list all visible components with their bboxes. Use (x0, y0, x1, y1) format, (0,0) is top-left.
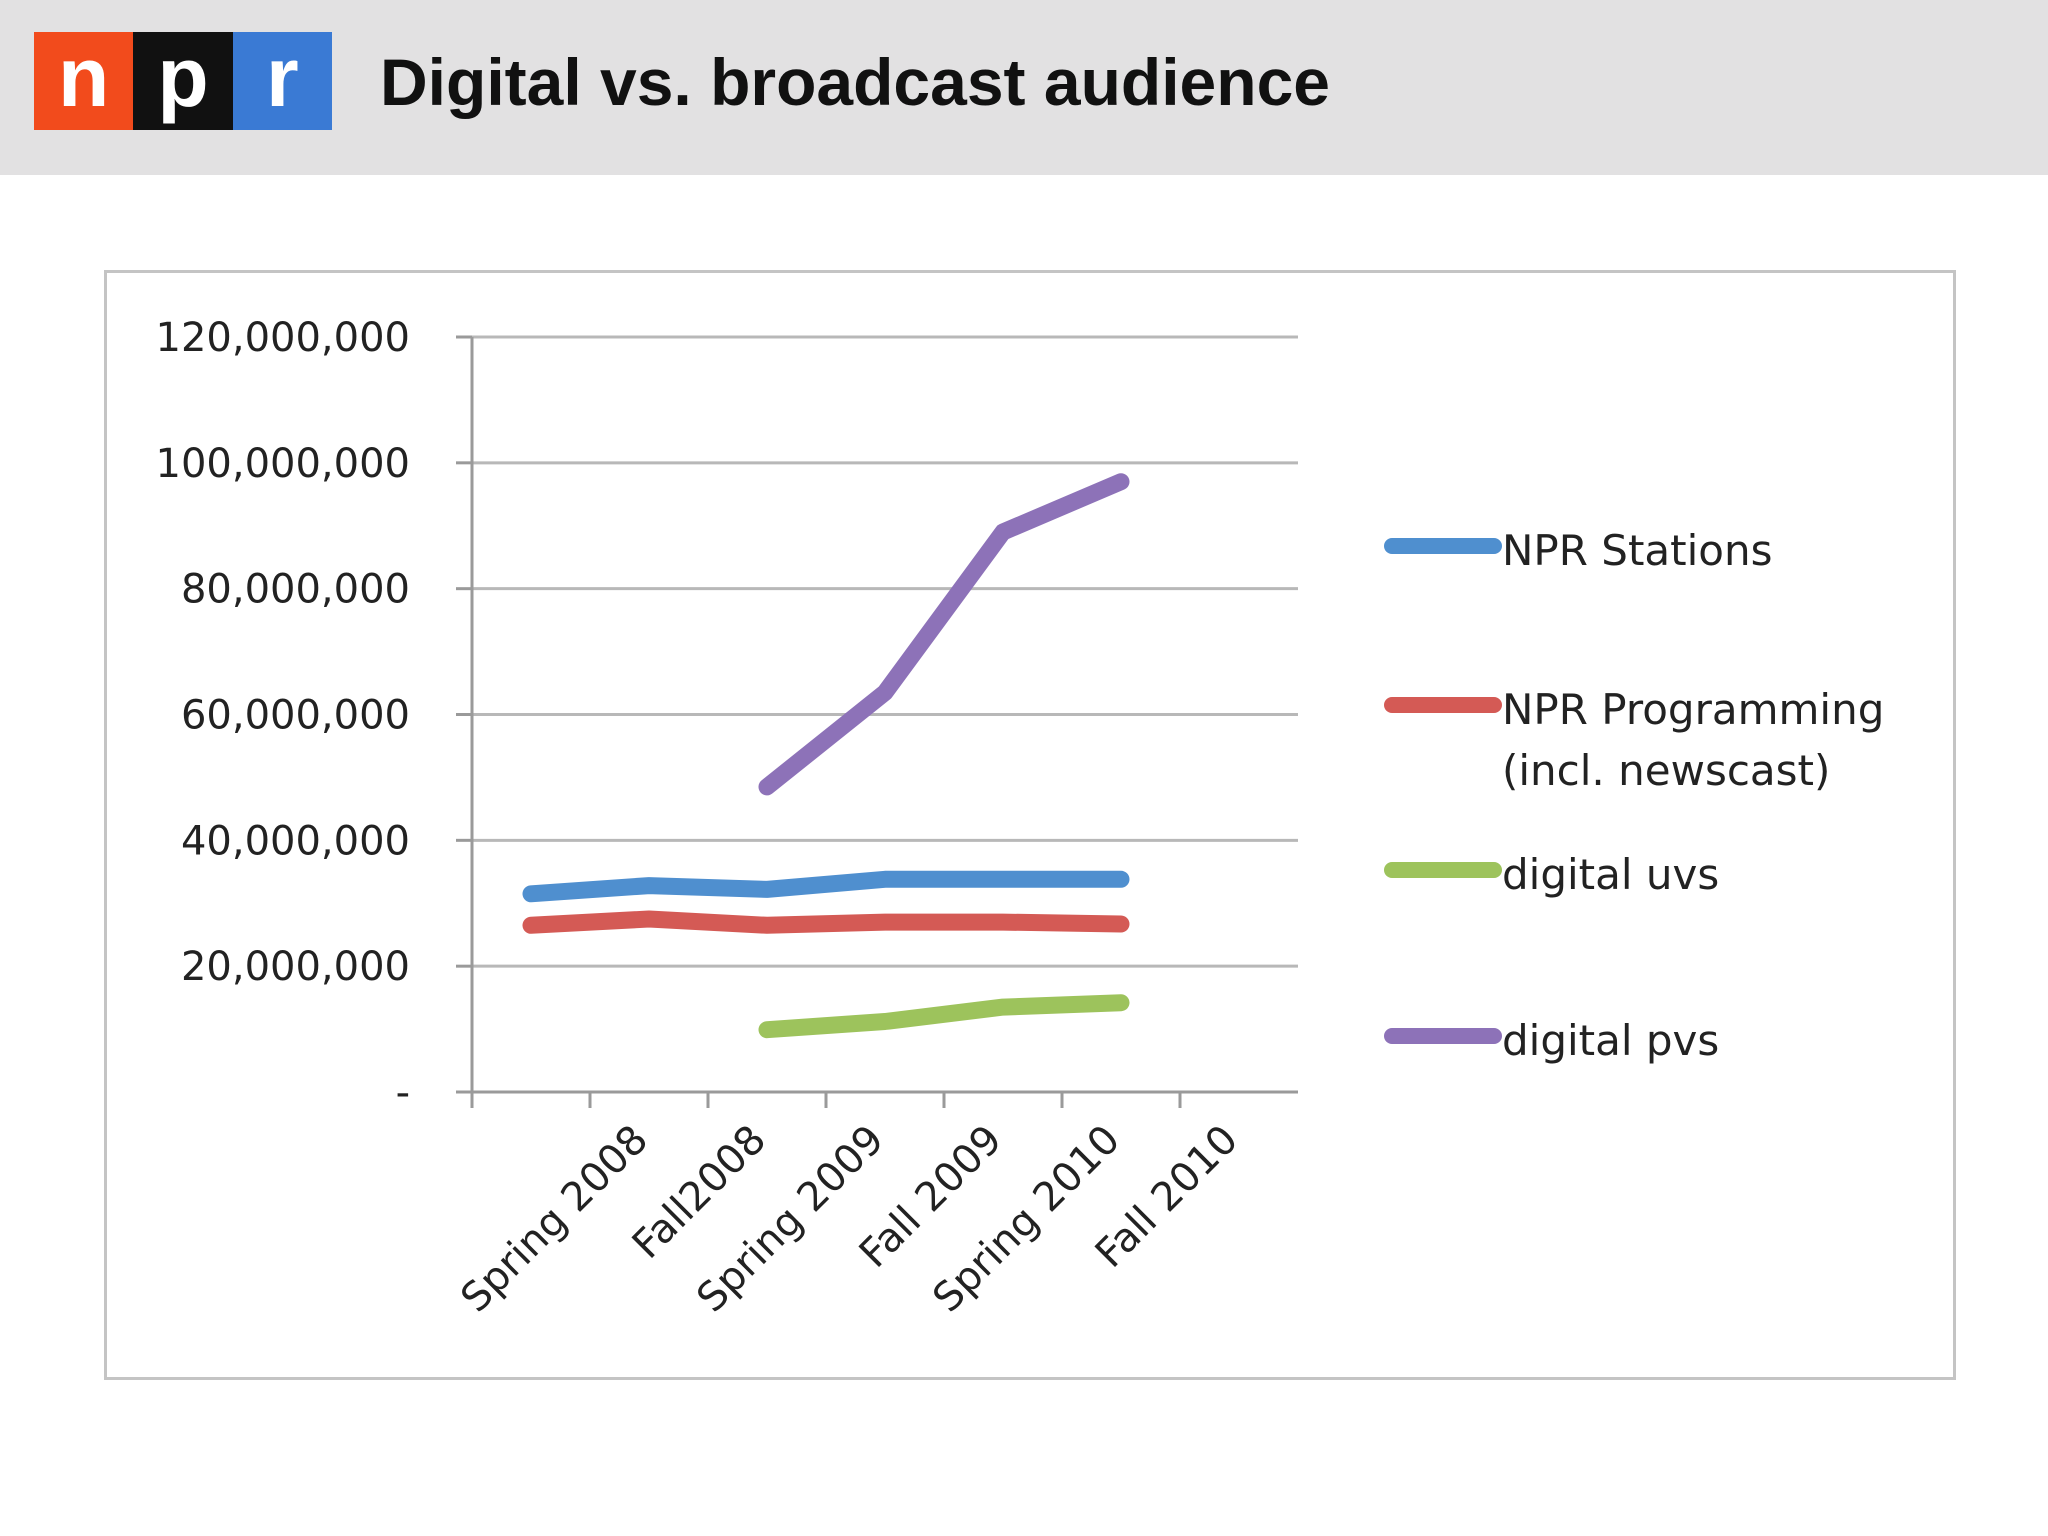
y-tick-label: 60,000,000 (181, 693, 410, 739)
header-bar: n p r Digital vs. broadcast audience (0, 0, 2048, 175)
grid-lines (472, 335, 1298, 968)
x-tick-label: Spring 2008 (452, 1117, 657, 1322)
logo-letter-r: r (232, 32, 332, 130)
legend-label: digital uvs (1502, 850, 1719, 899)
y-tick-label: 20,000,000 (181, 944, 410, 990)
y-tick-label: 80,000,000 (181, 567, 410, 613)
series-line (758, 473, 1130, 796)
series-lines (522, 473, 1130, 1039)
legend-label: digital pvs (1502, 1016, 1719, 1065)
series-line (758, 994, 1130, 1039)
legend-label: NPR Stations (1502, 526, 1772, 575)
y-tick-label: 120,000,000 (156, 315, 410, 361)
y-tick-labels: - 20,000,000 40,000,000 60,000,000 80,000,00… (156, 315, 410, 1116)
slide-title: Digital vs. broadcast audience (380, 45, 1330, 119)
chart-frame (104, 270, 1956, 1380)
y-tick-label: - (396, 1070, 410, 1116)
legend: NPR Stations NPR Programming (incl. newsca… (1384, 526, 1884, 1065)
logo-letter-p: p (133, 32, 233, 130)
series-line (522, 870, 1130, 903)
logo-letter-n: n (34, 32, 134, 130)
y-tick-label: 40,000,000 (181, 818, 410, 864)
npr-logo: n p r (34, 32, 332, 130)
series-line (522, 910, 1130, 934)
axes (456, 335, 1298, 1108)
y-tick-label: 100,000,000 (156, 441, 410, 487)
legend-label: NPR Programming (incl. newscast) (1502, 685, 1884, 795)
